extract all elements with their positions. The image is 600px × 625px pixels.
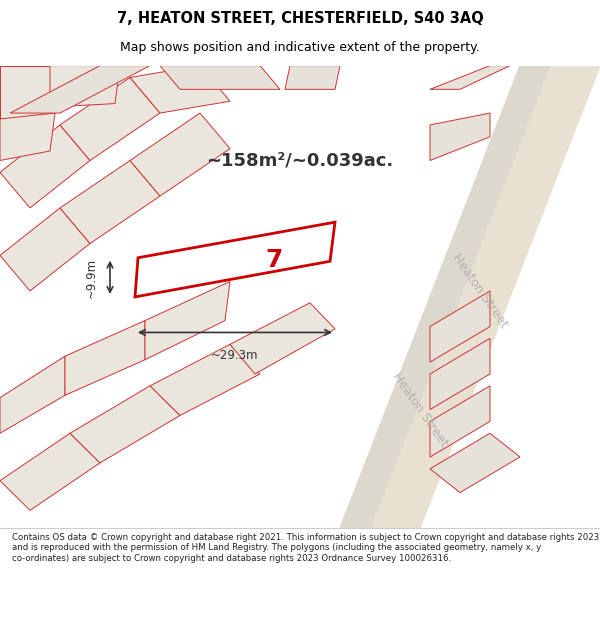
- Polygon shape: [340, 66, 550, 528]
- Polygon shape: [0, 356, 65, 433]
- Text: ~9.9m: ~9.9m: [85, 258, 98, 298]
- Text: Heaton Street: Heaton Street: [449, 251, 511, 331]
- Polygon shape: [65, 321, 145, 395]
- Polygon shape: [285, 66, 340, 89]
- Polygon shape: [0, 125, 90, 208]
- Polygon shape: [160, 66, 280, 89]
- Polygon shape: [430, 113, 490, 161]
- Polygon shape: [430, 386, 490, 457]
- Text: Heaton Street: Heaton Street: [389, 370, 451, 449]
- Polygon shape: [430, 433, 520, 492]
- Polygon shape: [130, 113, 230, 196]
- Polygon shape: [0, 208, 90, 291]
- Text: 7, HEATON STREET, CHESTERFIELD, S40 3AQ: 7, HEATON STREET, CHESTERFIELD, S40 3AQ: [116, 11, 484, 26]
- Polygon shape: [430, 338, 490, 409]
- Polygon shape: [230, 302, 335, 374]
- Polygon shape: [145, 281, 230, 360]
- Text: Contains OS data © Crown copyright and database right 2021. This information is : Contains OS data © Crown copyright and d…: [12, 533, 599, 562]
- Polygon shape: [135, 222, 335, 297]
- Polygon shape: [0, 66, 50, 125]
- Text: ~158m²/~0.039ac.: ~158m²/~0.039ac.: [206, 151, 394, 169]
- Text: Map shows position and indicative extent of the property.: Map shows position and indicative extent…: [120, 41, 480, 54]
- Polygon shape: [130, 66, 230, 113]
- Polygon shape: [0, 433, 100, 511]
- Polygon shape: [60, 161, 160, 244]
- Polygon shape: [430, 291, 490, 362]
- Polygon shape: [0, 113, 55, 161]
- Polygon shape: [70, 386, 180, 463]
- Text: 7: 7: [266, 248, 283, 271]
- Polygon shape: [10, 66, 150, 113]
- Polygon shape: [150, 344, 260, 416]
- Polygon shape: [50, 66, 120, 107]
- Polygon shape: [60, 78, 160, 161]
- Text: ~29.3m: ~29.3m: [211, 349, 259, 362]
- Polygon shape: [370, 66, 600, 528]
- Polygon shape: [430, 66, 510, 89]
